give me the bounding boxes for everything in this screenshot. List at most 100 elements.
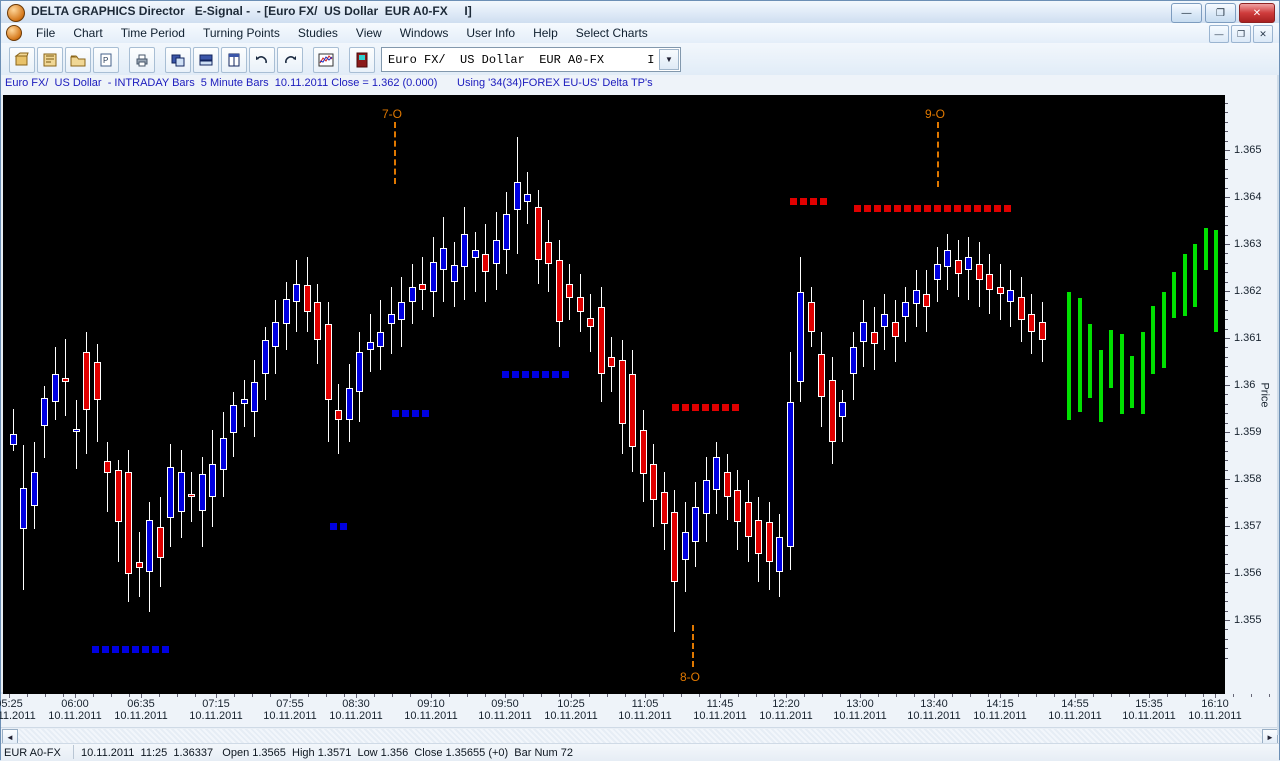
time-minor-tick bbox=[699, 694, 700, 697]
time-minor-tick bbox=[485, 694, 486, 697]
tile-horizontal-icon[interactable] bbox=[193, 47, 219, 73]
time-minor-tick bbox=[449, 694, 450, 697]
menu-item-user-info[interactable]: User Info bbox=[466, 26, 516, 40]
candle-body bbox=[430, 262, 437, 292]
turning-point-line bbox=[937, 122, 939, 187]
price-minor-tick bbox=[1225, 131, 1228, 133]
marker-dot bbox=[340, 523, 347, 530]
menu-item-turning-points[interactable]: Turning Points bbox=[202, 26, 280, 40]
price-minor-tick bbox=[1225, 554, 1228, 556]
menu-item-chart[interactable]: Chart bbox=[73, 26, 103, 40]
price-plot[interactable]: 7-O 9-O 8-O bbox=[3, 95, 1227, 694]
time-tick-date: 10.11.2011 bbox=[189, 710, 243, 722]
projection-bar bbox=[1193, 244, 1197, 307]
candle-body bbox=[83, 352, 90, 410]
symbol-combo-value: Euro FX/ US Dollar EUR A0-FX I bbox=[388, 52, 655, 67]
candle-body bbox=[283, 299, 290, 324]
time-minor-tick bbox=[559, 694, 560, 697]
projection-bar bbox=[1067, 292, 1071, 420]
candle-wick bbox=[13, 409, 14, 451]
print-icon[interactable] bbox=[129, 47, 155, 73]
candle-body bbox=[965, 257, 972, 270]
chevron-down-icon[interactable]: ▼ bbox=[659, 49, 679, 70]
candle-body bbox=[115, 470, 122, 522]
mdi-restore-button[interactable]: ❐ bbox=[1231, 25, 1251, 43]
time-tick bbox=[786, 694, 787, 698]
price-minor-tick bbox=[1225, 403, 1228, 405]
candle-body bbox=[734, 490, 741, 522]
candle-body bbox=[776, 537, 783, 572]
marker-dot bbox=[402, 410, 409, 417]
time-minor-tick bbox=[625, 694, 626, 697]
time-minor-tick bbox=[738, 694, 739, 697]
price-minor-tick bbox=[1225, 347, 1228, 349]
exit-door-icon[interactable] bbox=[349, 47, 375, 73]
candle-body bbox=[703, 480, 710, 514]
time-tick-date: 10.11.2011 bbox=[759, 710, 813, 722]
price-minor-tick bbox=[1225, 168, 1228, 170]
horizontal-scrollbar[interactable]: ◄ ► bbox=[1, 727, 1279, 745]
time-tick-date: 10.11.2011 bbox=[1048, 710, 1102, 722]
menu-item-help[interactable]: Help bbox=[533, 26, 558, 40]
candle-body bbox=[73, 429, 80, 432]
menu-item-select-charts[interactable]: Select Charts bbox=[575, 26, 648, 40]
price-tick bbox=[1225, 244, 1230, 245]
candle-body bbox=[661, 492, 668, 524]
projection-bar bbox=[1120, 334, 1124, 414]
menu-item-file[interactable]: File bbox=[36, 26, 56, 40]
candle-body bbox=[146, 520, 153, 572]
price-minor-tick bbox=[1225, 394, 1228, 396]
redo-icon[interactable] bbox=[277, 47, 303, 73]
price-minor-tick bbox=[1225, 629, 1228, 631]
price-tick bbox=[1225, 479, 1230, 480]
close-button[interactable]: ✕ bbox=[1239, 3, 1275, 23]
toolbar: P Euro FX/ US Dollar EUR A0-FX I ▼ bbox=[1, 43, 1279, 76]
minimize-button[interactable]: — bbox=[1171, 3, 1202, 23]
menu-item-view[interactable]: View bbox=[355, 26, 382, 40]
candle-body bbox=[640, 430, 647, 474]
time-tick-label: 10:25 10.11.2011 bbox=[544, 698, 597, 722]
chart-study-icon[interactable] bbox=[313, 47, 339, 73]
time-tick-label: 07:15 10.11.2011 bbox=[189, 698, 242, 722]
price-minor-tick bbox=[1225, 488, 1228, 490]
copy-window-icon[interactable] bbox=[165, 47, 191, 73]
mdi-close-button[interactable]: ✕ bbox=[1253, 25, 1273, 43]
price-tick bbox=[1225, 432, 1230, 433]
price-minor-tick bbox=[1225, 356, 1228, 358]
marker-dot bbox=[854, 205, 861, 212]
chart-area[interactable]: 7-O 9-O 8-O bbox=[1, 95, 1233, 694]
candle-body bbox=[1018, 297, 1025, 320]
page-icon[interactable]: P bbox=[93, 47, 119, 73]
time-tick bbox=[356, 694, 357, 698]
price-minor-tick bbox=[1225, 225, 1228, 227]
projection-bar bbox=[1151, 306, 1155, 374]
chart-info-line: Euro FX/ US Dollar - INTRADAY Bars 5 Min… bbox=[1, 75, 1279, 95]
time-tick-time: 09:50 bbox=[491, 698, 519, 710]
scrollbar-track[interactable] bbox=[18, 729, 1262, 743]
open-folder-icon[interactable] bbox=[65, 47, 91, 73]
symbol-combo[interactable]: Euro FX/ US Dollar EUR A0-FX I ▼ bbox=[381, 47, 681, 72]
menu-item-time-period[interactable]: Time Period bbox=[120, 26, 185, 40]
time-minor-tick bbox=[252, 694, 253, 697]
price-minor-tick bbox=[1225, 187, 1228, 189]
time-minor-tick bbox=[410, 694, 411, 697]
new-chart-icon[interactable] bbox=[9, 47, 35, 73]
open-book-icon[interactable] bbox=[37, 47, 63, 73]
candle-body bbox=[503, 214, 510, 250]
time-axis: 05:2510.11.201106:0010.11.201106:3510.11… bbox=[0, 694, 1279, 727]
time-tick bbox=[505, 694, 506, 698]
maximize-button[interactable]: ❐ bbox=[1205, 3, 1236, 23]
time-minor-tick bbox=[914, 694, 915, 697]
menu-item-studies[interactable]: Studies bbox=[297, 26, 338, 40]
time-minor-tick bbox=[840, 694, 841, 697]
status-divider bbox=[73, 745, 74, 759]
projection-bar bbox=[1172, 272, 1176, 318]
candle-body bbox=[944, 250, 951, 267]
time-minor-tick bbox=[374, 694, 375, 697]
time-minor-tick bbox=[93, 694, 94, 697]
menu-item-windows[interactable]: Windows bbox=[399, 26, 449, 40]
tile-vertical-icon[interactable] bbox=[221, 47, 247, 73]
candle-body bbox=[650, 464, 657, 500]
undo-icon[interactable] bbox=[249, 47, 275, 73]
mdi-minimize-button[interactable]: — bbox=[1209, 25, 1229, 43]
